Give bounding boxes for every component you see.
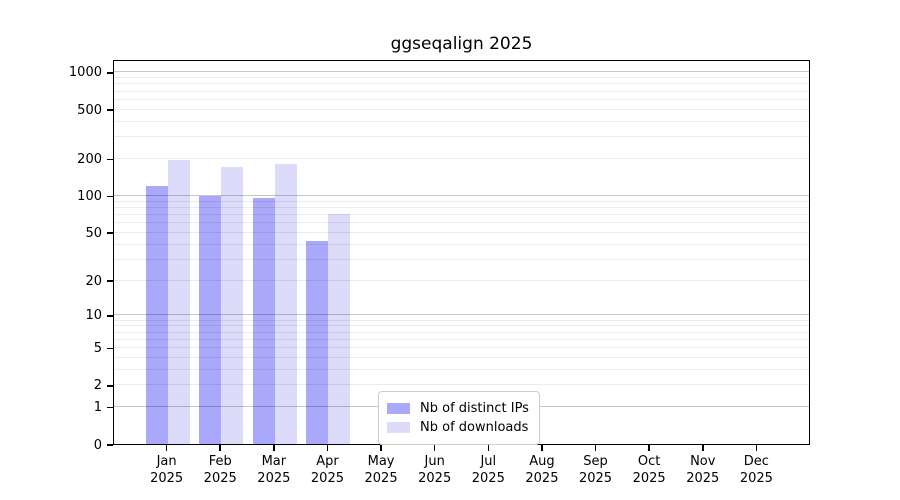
y-tick-label-1000: 1000 xyxy=(68,65,102,81)
y-tick-mark-2 xyxy=(107,385,113,387)
bar-distinct-ips-mar xyxy=(252,198,275,444)
gridline-minor-300 xyxy=(114,136,809,138)
y-tick-label-100: 100 xyxy=(77,188,102,204)
gridline-major-1000 xyxy=(114,71,809,73)
y-tick-label-5: 5 xyxy=(93,341,102,356)
y-tick-mark-10 xyxy=(107,315,113,317)
x-tick-year-feb: 2025 xyxy=(203,471,237,486)
y-tick-label-200: 200 xyxy=(77,151,102,167)
x-tick-mark-apr xyxy=(326,445,329,451)
legend: Nb of distinct IPs Nb of downloads xyxy=(378,391,540,445)
x-tick-mark-jun xyxy=(433,445,436,451)
x-tick-label-aug: Aug 2025 xyxy=(510,453,574,487)
gridline-minor-600 xyxy=(114,98,809,100)
x-tick-year-sep: 2025 xyxy=(578,471,613,486)
x-tick-label-feb: Feb 2025 xyxy=(188,453,252,487)
bar-distinct-ips-apr xyxy=(306,241,329,444)
y-tick-label-50: 50 xyxy=(85,225,102,241)
x-tick-year-jun: 2025 xyxy=(418,471,452,486)
y-tick-label-1: 1 xyxy=(93,400,102,416)
x-tick-year-may: 2025 xyxy=(364,471,398,486)
bar-downloads-apr xyxy=(328,214,351,444)
x-tick-label-oct: Oct 2025 xyxy=(617,453,681,487)
bar-distinct-ips-feb xyxy=(199,195,222,444)
x-tick-mark-mar xyxy=(273,445,275,451)
legend-swatch-distinct-ips xyxy=(387,403,410,414)
x-tick-year-jan: 2025 xyxy=(150,471,184,486)
y-tick-mark-1000 xyxy=(107,72,113,74)
x-tick-mark-aug xyxy=(541,445,543,451)
bar-downloads-jan xyxy=(167,159,190,444)
y-tick-mark-100 xyxy=(107,195,113,198)
x-tick-year-mar: 2025 xyxy=(257,471,291,486)
x-tick-label-jul: Jul 2025 xyxy=(456,453,520,487)
plot-area xyxy=(113,60,810,445)
x-tick-year-dec: 2025 xyxy=(739,471,773,486)
x-tick-label-may: May 2025 xyxy=(349,453,413,487)
legend-label: Nb of distinct IPs xyxy=(420,401,529,416)
x-tick-label-jan: Jan 2025 xyxy=(135,453,199,487)
bar-downloads-feb xyxy=(221,167,244,444)
legend-label: Nb of downloads xyxy=(420,420,529,435)
y-tick-mark-500 xyxy=(107,109,113,111)
y-tick-label-0: 0 xyxy=(93,437,102,453)
legend-swatch-downloads xyxy=(387,422,410,433)
x-tick-year-aug: 2025 xyxy=(525,471,559,486)
y-tick-label-20: 20 xyxy=(85,273,102,289)
x-tick-mark-sep xyxy=(594,445,597,451)
x-tick-mark-jul xyxy=(487,445,490,451)
x-tick-mark-nov xyxy=(701,445,704,451)
gridline-minor-400 xyxy=(114,120,809,122)
y-tick-mark-1 xyxy=(107,406,113,409)
x-tick-year-nov: 2025 xyxy=(686,471,720,486)
x-tick-mark-oct xyxy=(648,445,650,451)
x-tick-label-sep: Sep 2025 xyxy=(564,453,628,487)
x-tick-label-mar: Mar 2025 xyxy=(242,453,306,487)
y-tick-label-2: 2 xyxy=(93,378,102,394)
chart-title: ggseqalign 2025 xyxy=(390,34,533,54)
x-tick-year-oct: 2025 xyxy=(632,471,666,486)
x-tick-mark-feb xyxy=(219,445,222,451)
x-tick-label-dec: Dec 2025 xyxy=(724,453,788,487)
gridline-minor-200 xyxy=(114,157,809,159)
x-tick-year-apr: 2025 xyxy=(310,471,344,486)
legend-item-downloads: Nb of downloads xyxy=(387,419,529,436)
x-tick-mark-jan xyxy=(165,445,168,451)
gridline-minor-800 xyxy=(114,83,809,85)
x-tick-year-jul: 2025 xyxy=(471,471,505,486)
y-tick-mark-200 xyxy=(107,158,113,161)
bar-distinct-ips-jan xyxy=(145,185,168,444)
x-tick-label-nov: Nov 2025 xyxy=(671,453,735,487)
x-tick-mark-dec xyxy=(755,445,758,451)
gridline-minor-900 xyxy=(114,77,809,79)
bar-downloads-mar xyxy=(274,164,297,444)
x-tick-label-apr: Apr 2025 xyxy=(295,453,359,487)
gridline-minor-700 xyxy=(114,90,809,92)
y-tick-mark-20 xyxy=(107,280,113,282)
y-tick-label-500: 500 xyxy=(77,102,102,118)
x-tick-mark-may xyxy=(380,445,382,451)
y-tick-mark-50 xyxy=(107,232,113,235)
gridline-minor-500 xyxy=(114,108,809,110)
y-tick-label-10: 10 xyxy=(85,308,102,324)
y-tick-mark-5 xyxy=(107,347,113,350)
y-tick-mark-0 xyxy=(107,444,113,446)
x-tick-label-jun: Jun 2025 xyxy=(403,453,467,487)
legend-item-distinct-ips: Nb of distinct IPs xyxy=(387,400,529,417)
